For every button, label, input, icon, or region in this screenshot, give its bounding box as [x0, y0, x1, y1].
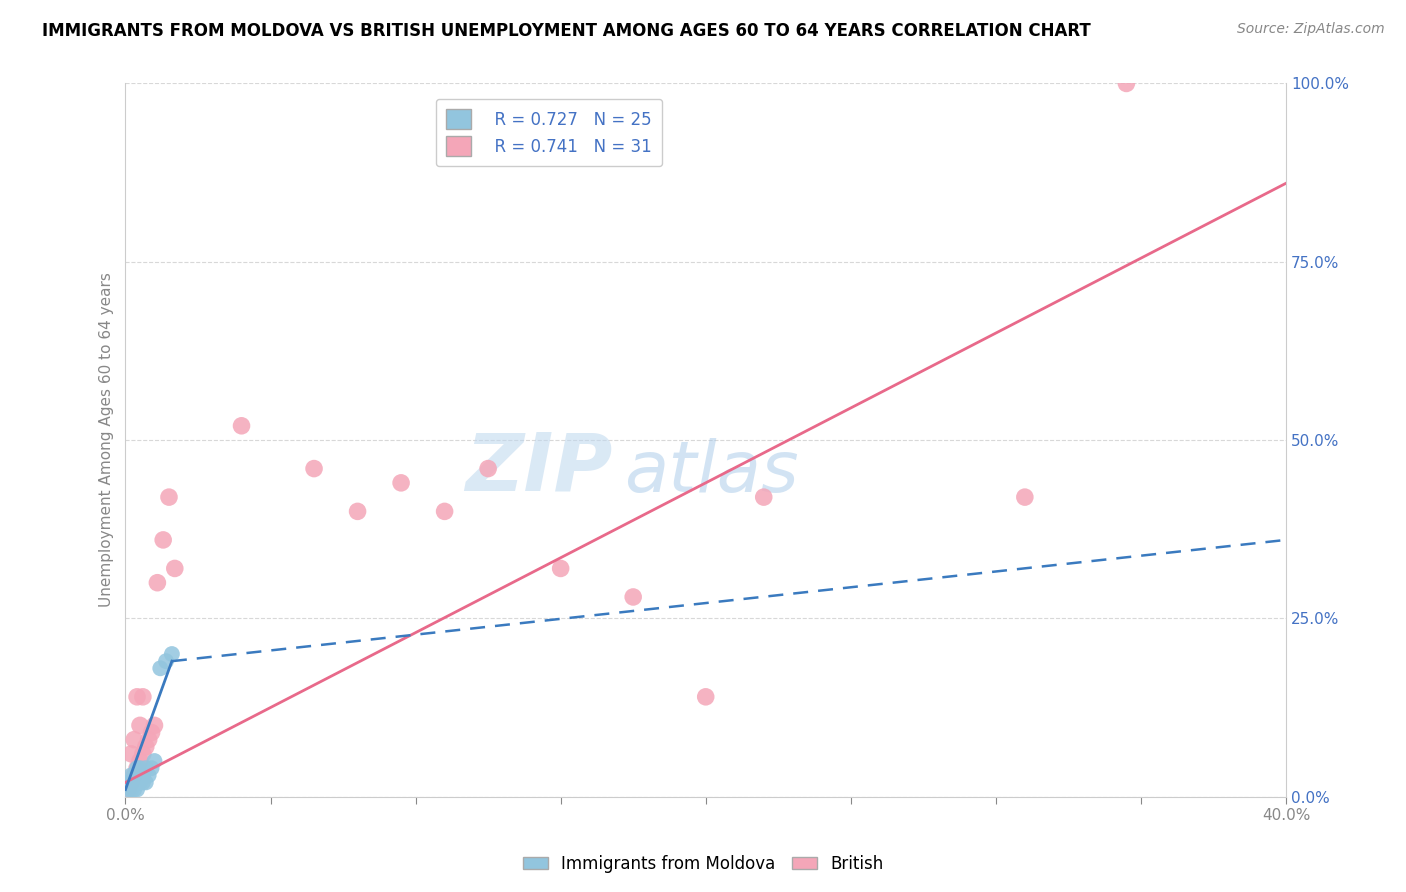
Point — [146, 575, 169, 590]
Point — [122, 775, 145, 789]
Point — [122, 732, 145, 747]
Point — [125, 761, 148, 775]
Point — [477, 461, 499, 475]
Point — [389, 475, 412, 490]
Point — [138, 768, 160, 782]
Point — [132, 775, 155, 789]
Point — [138, 732, 160, 747]
Y-axis label: Unemployment Among Ages 60 to 64 years: Unemployment Among Ages 60 to 64 years — [100, 273, 114, 607]
Point — [231, 418, 253, 433]
Point — [125, 761, 148, 775]
Point — [160, 647, 183, 661]
Point — [117, 775, 139, 789]
Point — [135, 775, 157, 789]
Point — [122, 768, 145, 782]
Point — [120, 775, 142, 789]
Point — [125, 775, 148, 789]
Legend:   R = 0.727   N = 25,   R = 0.741   N = 31: R = 0.727 N = 25, R = 0.741 N = 31 — [436, 99, 662, 166]
Point — [1115, 77, 1137, 91]
Point — [302, 461, 325, 475]
Point — [752, 490, 775, 504]
Point — [125, 690, 148, 704]
Point — [155, 654, 177, 668]
Text: IMMIGRANTS FROM MOLDOVA VS BRITISH UNEMPLOYMENT AMONG AGES 60 TO 64 YEARS CORREL: IMMIGRANTS FROM MOLDOVA VS BRITISH UNEMP… — [42, 22, 1091, 40]
Point — [135, 761, 157, 775]
Point — [125, 768, 148, 782]
Point — [129, 775, 152, 789]
Point — [122, 768, 145, 782]
Point — [433, 504, 456, 518]
Point — [550, 561, 572, 575]
Point — [117, 782, 139, 797]
Point — [141, 761, 163, 775]
Point — [143, 718, 166, 732]
Point — [120, 775, 142, 789]
Point — [129, 754, 152, 768]
Point — [346, 504, 368, 518]
Point — [132, 768, 155, 782]
Point — [120, 768, 142, 782]
Text: ZIP: ZIP — [465, 430, 613, 508]
Point — [129, 761, 152, 775]
Point — [120, 747, 142, 761]
Point — [695, 690, 717, 704]
Point — [117, 782, 139, 797]
Point — [141, 725, 163, 739]
Point — [129, 718, 152, 732]
Point — [122, 782, 145, 797]
Point — [149, 661, 172, 675]
Point — [125, 782, 148, 797]
Text: atlas: atlas — [624, 438, 799, 507]
Point — [135, 739, 157, 754]
Point — [1014, 490, 1036, 504]
Point — [152, 533, 174, 547]
Point — [143, 754, 166, 768]
Point — [132, 747, 155, 761]
Text: Source: ZipAtlas.com: Source: ZipAtlas.com — [1237, 22, 1385, 37]
Point — [132, 690, 155, 704]
Point — [163, 561, 186, 575]
Point — [157, 490, 180, 504]
Point — [129, 768, 152, 782]
Point — [621, 590, 644, 604]
Legend: Immigrants from Moldova, British: Immigrants from Moldova, British — [516, 848, 890, 880]
Point — [120, 782, 142, 797]
